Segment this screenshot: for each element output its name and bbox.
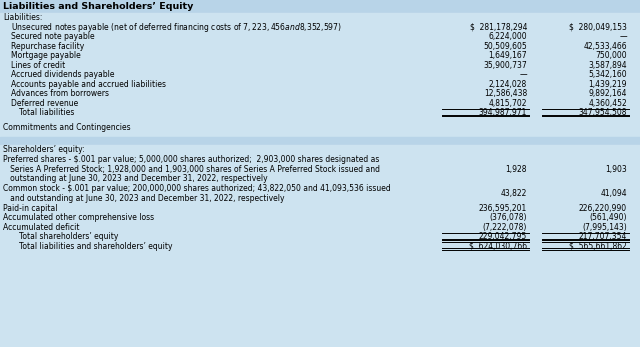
Text: 1,928: 1,928 xyxy=(506,164,527,174)
Text: Lines of credit: Lines of credit xyxy=(11,61,65,70)
Text: Shareholders’ equity:: Shareholders’ equity: xyxy=(3,145,84,154)
Text: (7,995,143): (7,995,143) xyxy=(582,223,627,232)
Bar xyxy=(0,13,640,23)
Bar xyxy=(0,79,640,89)
Text: 4,360,452: 4,360,452 xyxy=(588,99,627,108)
Text: $  565,661,862: $ 565,661,862 xyxy=(569,242,627,251)
Text: Total liabilities: Total liabilities xyxy=(19,108,74,117)
Bar xyxy=(0,23,640,32)
Text: Deferred revenue: Deferred revenue xyxy=(11,99,78,108)
Text: Liabilities and Shareholders’ Equity: Liabilities and Shareholders’ Equity xyxy=(3,2,193,11)
Bar xyxy=(0,184,640,203)
Text: 217,707,354: 217,707,354 xyxy=(579,232,627,241)
Bar xyxy=(0,145,640,154)
Text: Common stock - $.001 par value; 200,000,000 shares authorized; 43,822,050 and 41: Common stock - $.001 par value; 200,000,… xyxy=(3,184,391,193)
Text: (561,490): (561,490) xyxy=(589,213,627,222)
Text: 5,342,160: 5,342,160 xyxy=(588,70,627,79)
Text: Preferred shares - $.001 par value; 5,000,000 shares authorized;  2,903,000 shar: Preferred shares - $.001 par value; 5,00… xyxy=(3,155,380,164)
Text: Total shareholders’ equity: Total shareholders’ equity xyxy=(19,232,118,241)
Text: —: — xyxy=(620,32,627,41)
Text: outstanding at June 30, 2023 and December 31, 2022, respectively: outstanding at June 30, 2023 and Decembe… xyxy=(3,174,268,183)
Text: Advances from borrowers: Advances from borrowers xyxy=(11,89,109,98)
Text: Unsecured notes payable (net of deferred financing costs of $7,223,456 and $8,35: Unsecured notes payable (net of deferred… xyxy=(11,21,342,34)
Text: 12,586,438: 12,586,438 xyxy=(484,89,527,98)
Text: (376,078): (376,078) xyxy=(490,213,527,222)
Text: Liabilities:: Liabilities: xyxy=(3,13,42,22)
Text: and outstanding at June 30, 2023 and December 31, 2022, respectively: and outstanding at June 30, 2023 and Dec… xyxy=(3,194,285,203)
Text: 750,000: 750,000 xyxy=(595,51,627,60)
Text: 35,900,737: 35,900,737 xyxy=(483,61,527,70)
Bar xyxy=(0,118,640,122)
Bar xyxy=(0,154,640,184)
Text: 226,220,990: 226,220,990 xyxy=(579,204,627,213)
Bar xyxy=(0,60,640,70)
Bar xyxy=(0,99,640,108)
Bar xyxy=(0,132,640,137)
Bar xyxy=(0,51,640,60)
Text: 347,954,508: 347,954,508 xyxy=(579,108,627,117)
Text: —: — xyxy=(520,70,527,79)
Text: (7,222,078): (7,222,078) xyxy=(483,223,527,232)
Text: 6,224,000: 6,224,000 xyxy=(488,32,527,41)
Text: 50,509,605: 50,509,605 xyxy=(483,42,527,51)
Text: 42,533,466: 42,533,466 xyxy=(584,42,627,51)
Text: Accounts payable and accrued liabilities: Accounts payable and accrued liabilities xyxy=(11,80,166,89)
Text: 43,822: 43,822 xyxy=(500,189,527,198)
Bar xyxy=(0,213,640,222)
Bar xyxy=(0,222,640,232)
Text: Mortgage payable: Mortgage payable xyxy=(11,51,81,60)
Text: 2,124,028: 2,124,028 xyxy=(489,80,527,89)
Text: $  624,030,766: $ 624,030,766 xyxy=(469,242,527,251)
Bar xyxy=(0,203,640,213)
Text: Series A Preferred Stock; 1,928,000 and 1,903,000 shares of Series A Preferred S: Series A Preferred Stock; 1,928,000 and … xyxy=(3,164,380,174)
Text: 1,649,167: 1,649,167 xyxy=(488,51,527,60)
Text: 9,892,164: 9,892,164 xyxy=(589,89,627,98)
Bar xyxy=(0,108,640,118)
Text: Repurchase facility: Repurchase facility xyxy=(11,42,84,51)
Text: Accrued dividends payable: Accrued dividends payable xyxy=(11,70,115,79)
Bar xyxy=(0,70,640,79)
Text: Total liabilities and shareholders’ equity: Total liabilities and shareholders’ equi… xyxy=(19,242,173,251)
Text: Accumulated deficit: Accumulated deficit xyxy=(3,223,79,232)
Text: Paid-in capital: Paid-in capital xyxy=(3,204,58,213)
Text: 1,903: 1,903 xyxy=(605,164,627,174)
Bar xyxy=(0,242,640,251)
Bar xyxy=(0,137,640,145)
Bar xyxy=(0,89,640,99)
Text: $  281,178,294: $ 281,178,294 xyxy=(470,23,527,32)
Text: 229,042,795: 229,042,795 xyxy=(479,232,527,241)
Text: $  280,049,153: $ 280,049,153 xyxy=(569,23,627,32)
Text: 236,595,201: 236,595,201 xyxy=(479,204,527,213)
Text: Secured note payable: Secured note payable xyxy=(11,32,95,41)
Bar xyxy=(0,32,640,42)
Text: 41,094: 41,094 xyxy=(600,189,627,198)
Text: Commitments and Contingencies: Commitments and Contingencies xyxy=(3,123,131,132)
Text: 1,439,219: 1,439,219 xyxy=(589,80,627,89)
Bar xyxy=(0,0,640,13)
Text: 394,987,971: 394,987,971 xyxy=(479,108,527,117)
Text: 3,587,894: 3,587,894 xyxy=(588,61,627,70)
Text: Accumulated other comprehensive loss: Accumulated other comprehensive loss xyxy=(3,213,154,222)
Bar xyxy=(0,122,640,132)
Text: 4,815,702: 4,815,702 xyxy=(488,99,527,108)
Bar xyxy=(0,42,640,51)
Bar xyxy=(0,232,640,242)
